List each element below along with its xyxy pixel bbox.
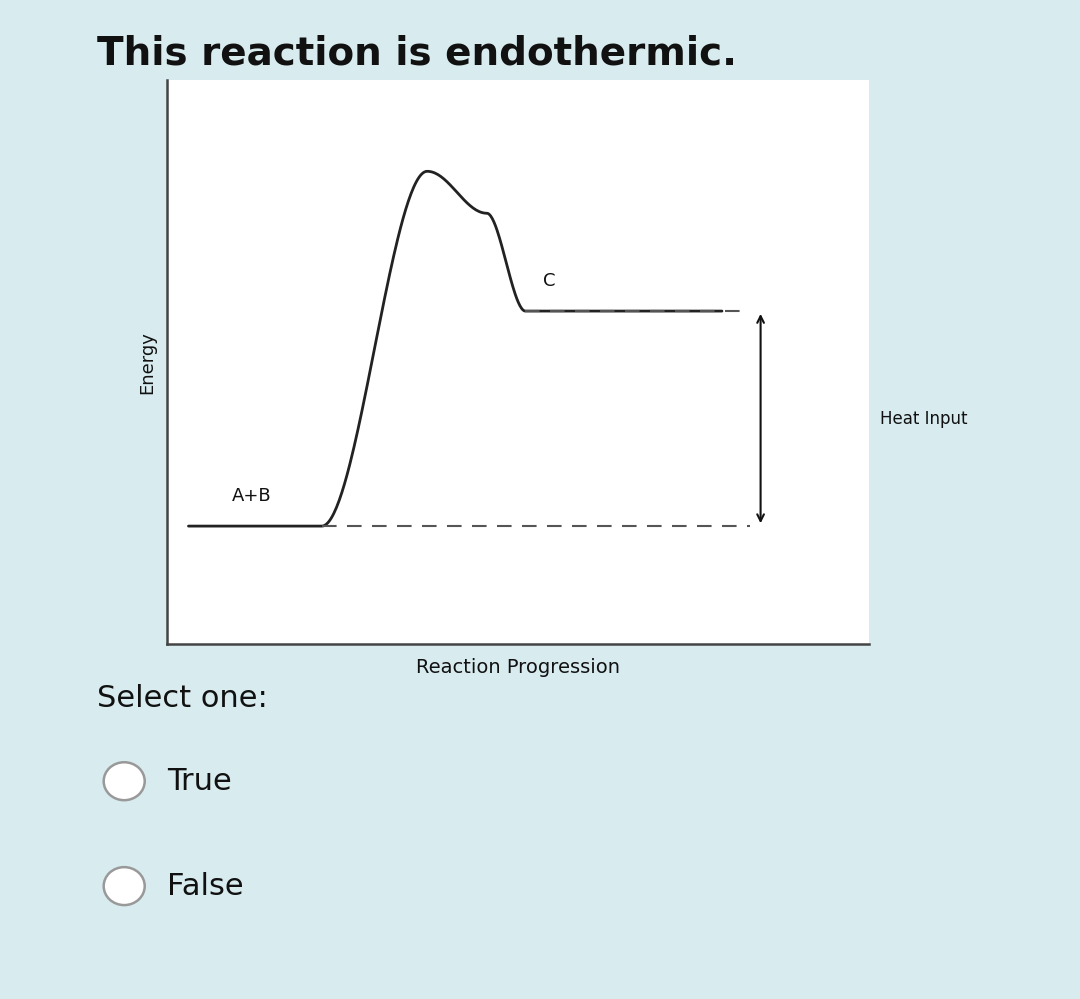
Text: Select one:: Select one: [97,684,268,713]
Text: True: True [167,766,232,796]
X-axis label: Reaction Progression: Reaction Progression [417,658,620,677]
Text: C: C [543,272,555,290]
Y-axis label: Energy: Energy [138,331,157,394]
Text: A+B: A+B [232,487,271,504]
Text: False: False [167,871,244,901]
Text: This reaction is endothermic.: This reaction is endothermic. [97,35,738,73]
Text: Heat Input: Heat Input [880,410,968,428]
